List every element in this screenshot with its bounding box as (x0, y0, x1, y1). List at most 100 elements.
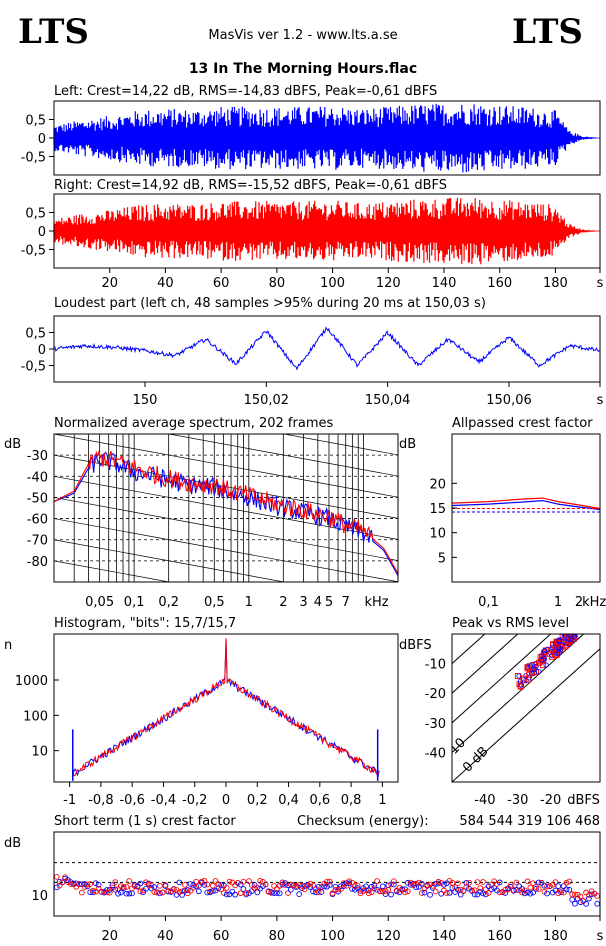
short-term-point (569, 891, 575, 898)
short-term-point (435, 878, 442, 885)
short-term-point (346, 880, 353, 887)
short-term-point (126, 890, 133, 897)
short-term-point (510, 887, 517, 893)
peak-rms-point (572, 623, 577, 628)
checksum-label: Checksum (energy): (297, 814, 429, 829)
spectrum-xtick-label: 0,5 (204, 595, 225, 610)
short-term-point (455, 886, 461, 893)
loudest-xtick-label: 150 (133, 393, 158, 408)
short-term-point (179, 888, 185, 895)
short-term-point (494, 881, 500, 887)
short-term-point (143, 885, 149, 892)
spectrum-slope-line (54, 709, 398, 772)
peak-rms-ytick-label: -20 (425, 687, 446, 702)
short-term-point (276, 890, 283, 897)
short-term-point (416, 883, 422, 890)
short-term-point (421, 889, 428, 896)
spectrum-slope-line (54, 667, 398, 730)
short-term-point (326, 882, 333, 888)
short-term-point (173, 892, 180, 898)
histogram-xtick-label: -0,8 (88, 793, 113, 808)
short-term-point (560, 889, 567, 896)
short-term-point (508, 883, 514, 890)
peak-rms-point (571, 625, 576, 630)
crest-ytick-label: 5 (438, 551, 446, 566)
histogram-xtick-label: 0,2 (247, 793, 268, 808)
short-term-point (530, 880, 536, 887)
short-term-point (469, 887, 475, 894)
short-term-point (382, 888, 389, 894)
histogram-xtick-label: 1 (378, 793, 386, 808)
short-term-point (552, 879, 559, 885)
short-term-point (371, 882, 378, 889)
peak-rms-point (577, 622, 581, 626)
short-term-point (215, 885, 222, 892)
histogram-xtick-label: -0,6 (119, 793, 144, 808)
crest-xtick-label: 2 (575, 595, 583, 610)
short-term-point (324, 878, 330, 885)
short-term-point (301, 886, 308, 893)
right-waveform-ytick-label: 0 (38, 225, 46, 240)
peak-rms-point (536, 669, 542, 675)
peak-rms-diagonal (452, 634, 585, 754)
short-term-point (90, 889, 96, 896)
right-waveform-title: Right: Crest=14,92 dB, RMS=-15,52 dBFS, … (54, 178, 447, 193)
short-term-point (76, 881, 82, 887)
spectrum-xtick-label: 0,2 (158, 595, 179, 610)
short-term-point (123, 884, 130, 890)
peak-rms-point (563, 634, 569, 636)
crest-series-right (451, 497, 601, 510)
short-term-point (204, 881, 211, 888)
peak-rms-point (531, 666, 537, 672)
short-term-point (471, 887, 478, 894)
peak-rms-point (573, 623, 577, 627)
short-term-xtick-label: 160 (487, 929, 512, 944)
short-term-point (527, 884, 534, 891)
short-term-point (98, 888, 105, 895)
short-term-point (416, 879, 422, 886)
short-term-point (379, 883, 386, 890)
peak-rms-xtick-label: -30 (507, 793, 528, 808)
short-term-point (547, 883, 553, 890)
spectrum-slope-line (54, 581, 56, 582)
short-term-point (301, 883, 308, 889)
peak-rms-point (573, 629, 577, 633)
histogram-title: Histogram, "bits": 15,7/15,7 (54, 616, 236, 631)
peak-rms-point (542, 648, 548, 654)
short-term-point (343, 880, 350, 886)
short-term-point (79, 889, 85, 896)
short-term-point (109, 882, 116, 889)
short-term-point (268, 890, 275, 896)
short-term-point (563, 879, 570, 886)
histogram-ytick-label: 100 (23, 709, 48, 724)
short-term-point (285, 890, 291, 896)
short-term-point (140, 889, 146, 896)
loudest-xtick-label: s (597, 393, 604, 408)
peak-rms-diagonal-label: 40 (392, 695, 414, 717)
short-term-point (282, 882, 289, 888)
short-term-point (544, 890, 550, 897)
short-term-point (354, 882, 361, 889)
short-term-point (535, 886, 542, 892)
short-term-point (159, 889, 166, 896)
histogram-xtick-label: -0,4 (151, 793, 176, 808)
histogram-xtick-label: -1 (63, 793, 76, 808)
short-term-point (385, 886, 392, 893)
short-term-point (577, 893, 584, 900)
peak-rms-point (549, 653, 555, 659)
track-title: 13 In The Morning Hours.flac (189, 61, 417, 77)
logo-left: LTS (18, 12, 89, 52)
peak-rms-point (531, 670, 537, 676)
short-term-point (101, 888, 107, 895)
spectrum-title: Normalized average spectrum, 202 frames (54, 416, 333, 431)
short-term-point (513, 879, 520, 886)
left-waveform-ytick-label: 0 (38, 132, 46, 147)
crest-ytick-label: 10 (429, 527, 446, 542)
spectrum-slope-line (54, 560, 171, 582)
histogram-plot: 1000 100 10 -1 -0,8 -0,6 -0,4 -0,2 0 0,2 0,4 0,6 0,8… (15, 638, 387, 808)
short-term-point (321, 883, 328, 890)
spectrum-slope-line (54, 434, 398, 498)
short-term-title: Short term (1 s) crest factor (54, 814, 236, 829)
spectrum-slope-line (54, 307, 398, 370)
